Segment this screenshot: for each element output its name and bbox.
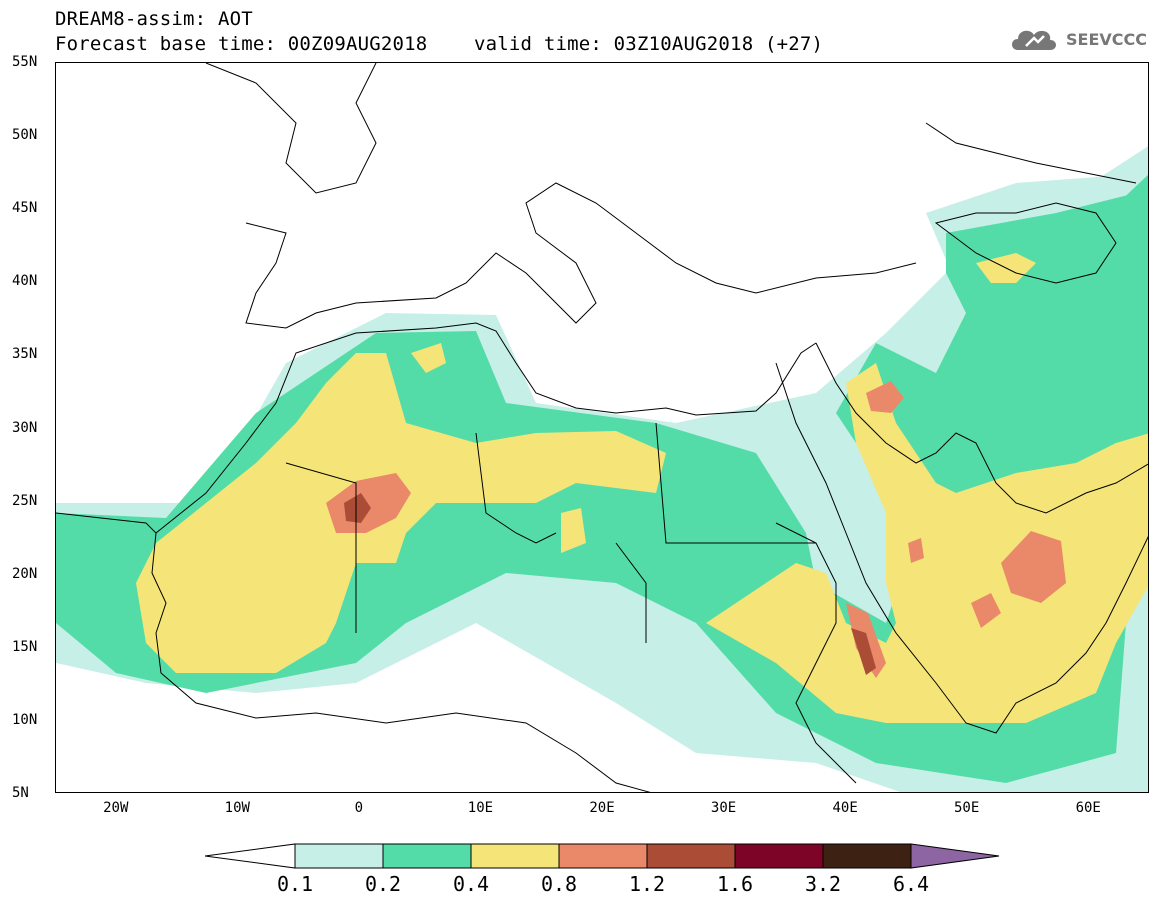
aot-band-0-4 bbox=[136, 253, 1148, 723]
colorbar-label: 3.2 bbox=[804, 872, 842, 896]
colorbar-segment bbox=[734, 843, 824, 869]
lat-label: 45N bbox=[12, 200, 38, 217]
lon-label: 0 bbox=[354, 800, 364, 816]
colorbar-label: 1.6 bbox=[716, 872, 754, 896]
lat-label: 15N bbox=[12, 638, 38, 655]
lat-label: 30N bbox=[12, 419, 38, 436]
colorbar-segment bbox=[822, 843, 912, 869]
lat-label: 50N bbox=[12, 127, 38, 144]
aot-band-1-2 bbox=[344, 493, 876, 675]
colorbar-label: 0.8 bbox=[540, 872, 578, 896]
lat-label: 20N bbox=[12, 565, 38, 582]
colorbar bbox=[205, 843, 1000, 869]
lat-label: 10N bbox=[12, 711, 38, 728]
map-subtitle: Forecast base time: 00Z09AUG2018 valid t… bbox=[55, 33, 824, 55]
lon-label: 40E bbox=[832, 800, 858, 816]
lat-label: 40N bbox=[12, 273, 38, 290]
colorbar-segment bbox=[558, 843, 648, 869]
lat-label: 25N bbox=[12, 492, 38, 509]
colorbar-segment bbox=[470, 843, 560, 869]
lon-label: 10E bbox=[467, 800, 494, 816]
seevccc-logo: SEEVCCC bbox=[1008, 24, 1147, 54]
colorbar-segment bbox=[646, 843, 736, 869]
lat-label: 5N bbox=[12, 785, 29, 801]
logo-text: SEEVCCC bbox=[1066, 29, 1147, 49]
lon-label: 50E bbox=[954, 800, 980, 816]
aot-map bbox=[55, 62, 1149, 793]
colorbar-label: 0.4 bbox=[452, 872, 490, 896]
colorbar-label: 0.1 bbox=[276, 872, 314, 896]
colorbar-under-arrow bbox=[205, 843, 296, 869]
colorbar-label: 0.2 bbox=[364, 872, 402, 896]
lon-label: 60E bbox=[1075, 800, 1101, 816]
lon-label: 20E bbox=[589, 800, 615, 816]
cloud-icon bbox=[1012, 30, 1056, 50]
map-title: DREAM8-assim: AOT bbox=[55, 8, 253, 30]
colorbar-segment bbox=[294, 843, 384, 869]
lon-label: 30E bbox=[710, 800, 737, 816]
coastlines bbox=[56, 63, 1148, 792]
colorbar-over-arrow bbox=[910, 843, 1000, 869]
colorbar-label: 6.4 bbox=[892, 872, 930, 896]
colorbar-segment bbox=[382, 843, 472, 869]
lat-label: 35N bbox=[12, 346, 38, 363]
lat-label: 55N bbox=[12, 54, 38, 70]
colorbar-label: 1.2 bbox=[628, 872, 666, 896]
lon-label: 20W bbox=[103, 800, 129, 816]
lon-label: 10W bbox=[224, 800, 250, 816]
